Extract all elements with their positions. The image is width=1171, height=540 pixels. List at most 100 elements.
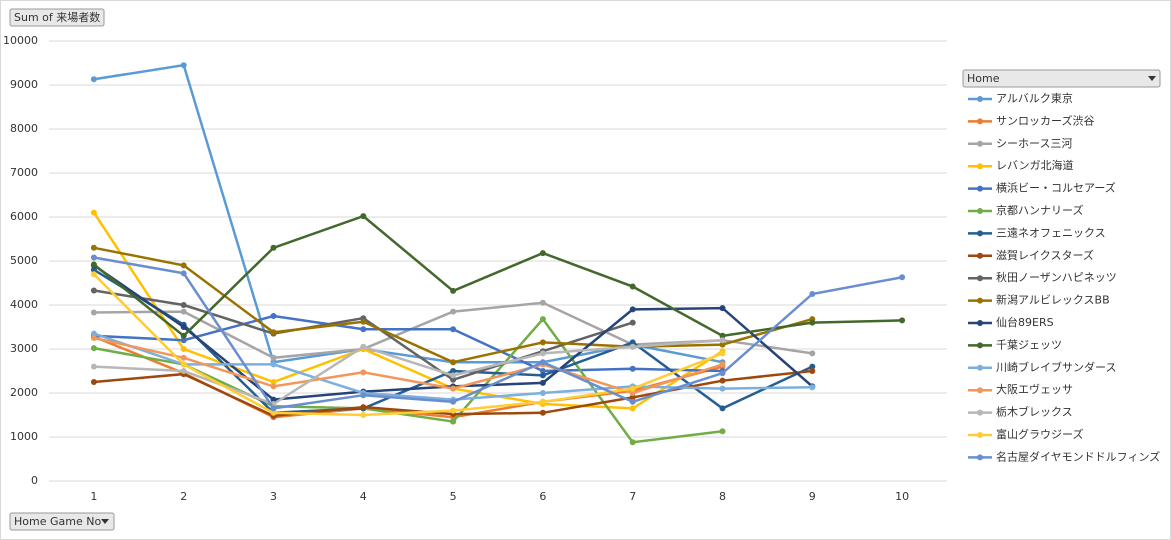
legend-label: シーホース三河 xyxy=(996,137,1072,150)
series-line xyxy=(93,338,723,406)
data-point xyxy=(629,439,636,446)
legend-label: 川崎ブレイブサンダース xyxy=(996,360,1116,374)
category-field-label: Home Game No xyxy=(14,515,101,528)
legend-title: Home xyxy=(967,72,1000,85)
data-point xyxy=(270,383,277,390)
y-tick-label: 4000 xyxy=(10,298,38,311)
data-point xyxy=(539,372,546,379)
data-point xyxy=(270,405,277,412)
data-point xyxy=(270,244,277,251)
data-point xyxy=(450,326,457,333)
data-point xyxy=(539,390,546,396)
data-point xyxy=(450,287,457,294)
data-point xyxy=(719,350,726,357)
data-point xyxy=(360,213,367,220)
data-point xyxy=(450,385,457,392)
data-point xyxy=(809,363,816,370)
data-point xyxy=(629,385,636,392)
data-point xyxy=(180,262,187,269)
data-point xyxy=(90,254,97,261)
data-point xyxy=(450,372,457,379)
series-line xyxy=(93,214,903,338)
value-field-button[interactable]: Sum of 来場者数 xyxy=(9,8,105,27)
data-point xyxy=(809,384,816,391)
data-point xyxy=(360,369,367,376)
data-point xyxy=(450,418,457,425)
data-point xyxy=(629,319,636,326)
legend-label: 京都ハンナリーズ xyxy=(996,203,1083,217)
data-point xyxy=(360,404,367,411)
x-tick-label: 3 xyxy=(270,490,277,503)
legend-label: 富山グラウジーズ xyxy=(996,427,1083,441)
data-point xyxy=(450,407,457,414)
series-line xyxy=(92,211,724,410)
legend-marker xyxy=(977,454,983,461)
series-line xyxy=(93,336,723,395)
x-tick-label: 9 xyxy=(809,490,816,503)
data-point xyxy=(539,250,546,257)
data-point xyxy=(270,354,277,361)
series-line xyxy=(93,314,723,373)
dropdown-arrow xyxy=(101,519,109,524)
data-point xyxy=(539,398,546,405)
data-point xyxy=(90,287,97,294)
legend-field-button[interactable]: Home xyxy=(962,69,1161,88)
legend-marker xyxy=(977,230,983,237)
legend-marker xyxy=(977,96,983,102)
data-point xyxy=(539,350,546,357)
legend-marker xyxy=(977,297,983,304)
data-point xyxy=(90,266,97,273)
data-point xyxy=(270,313,277,319)
legend-label: 秋田ノーザンハピネッツ xyxy=(996,270,1117,284)
category-field-button[interactable]: Home Game No xyxy=(9,512,115,531)
data-point xyxy=(719,377,726,384)
data-point xyxy=(180,346,187,352)
data-point xyxy=(450,308,457,315)
data-point xyxy=(539,409,546,416)
series-line xyxy=(93,256,903,410)
legend-marker xyxy=(977,185,983,192)
data-point xyxy=(360,326,367,333)
data-point xyxy=(539,368,546,374)
legend-marker xyxy=(977,364,983,371)
legend-marker xyxy=(977,432,983,438)
legend-marker xyxy=(977,342,983,349)
data-point xyxy=(450,398,457,405)
data-point xyxy=(180,337,187,344)
data-point xyxy=(629,390,636,396)
data-point xyxy=(809,368,816,374)
data-point xyxy=(809,291,816,297)
data-point xyxy=(180,354,187,361)
data-point xyxy=(539,339,546,346)
legend-label: 仙台89ERS xyxy=(996,315,1054,329)
dropdown-arrow xyxy=(1148,76,1156,81)
legend-marker xyxy=(977,387,983,394)
x-tick-label: 2 xyxy=(180,490,187,503)
value-field-label: Sum of 来場者数 xyxy=(14,11,100,24)
x-tick-label: 6 xyxy=(539,490,546,503)
data-point xyxy=(809,350,816,357)
legend-marker xyxy=(977,320,983,326)
data-point xyxy=(719,428,726,435)
x-tick-label: 10 xyxy=(895,490,909,503)
data-point xyxy=(629,405,636,412)
data-point xyxy=(899,274,906,281)
data-point xyxy=(629,398,636,405)
legend-marker xyxy=(977,409,983,416)
data-point xyxy=(90,244,97,251)
data-point xyxy=(629,306,636,313)
y-tick-label: 9000 xyxy=(10,78,38,91)
x-tick-label: 5 xyxy=(450,490,457,503)
data-point xyxy=(719,337,726,344)
data-point xyxy=(180,368,187,374)
data-point xyxy=(719,405,726,412)
data-point xyxy=(270,329,277,336)
data-point xyxy=(360,343,367,350)
data-point xyxy=(719,305,726,312)
data-point xyxy=(629,339,636,346)
data-point xyxy=(360,392,367,399)
data-point xyxy=(360,318,367,325)
data-point xyxy=(539,359,546,366)
data-point xyxy=(629,283,636,290)
